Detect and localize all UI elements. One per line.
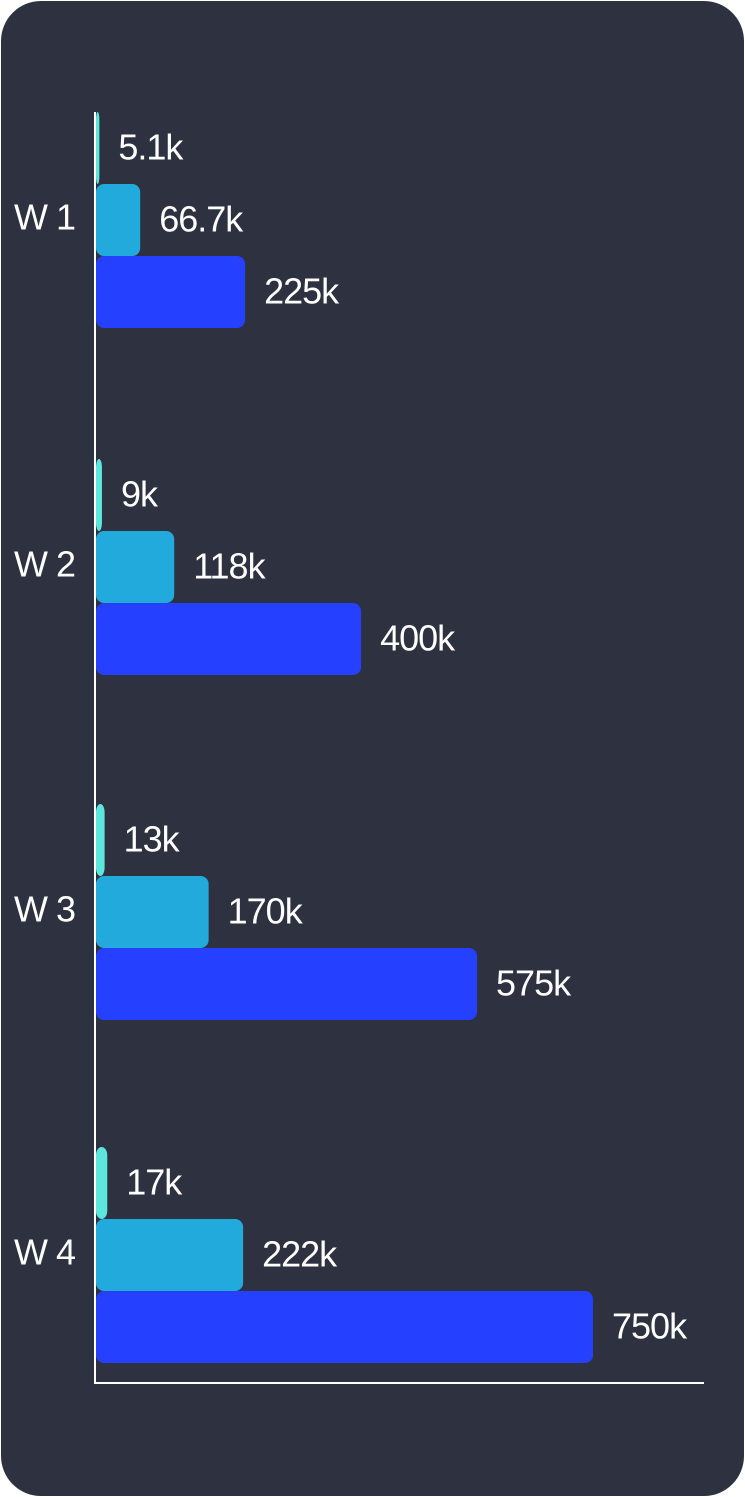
value-label: 9k	[121, 474, 159, 515]
bar	[96, 804, 105, 876]
bar	[96, 603, 362, 675]
bar	[96, 184, 141, 256]
bar	[96, 531, 175, 603]
bar	[96, 948, 478, 1020]
value-label: 222k	[262, 1234, 338, 1275]
value-label: 118k	[193, 546, 266, 587]
value-label: 5.1k	[118, 127, 184, 168]
value-label: 750k	[612, 1306, 688, 1347]
bar	[96, 1291, 593, 1363]
value-label: 170k	[228, 891, 304, 932]
value-label: 13k	[124, 819, 181, 860]
bar	[96, 459, 102, 531]
category-label: W 1	[14, 197, 75, 238]
bar	[96, 1147, 108, 1219]
value-label: 17k	[126, 1162, 183, 1203]
category-label: W 2	[14, 544, 75, 585]
value-label: 225k	[264, 271, 340, 312]
category-label: W 4	[14, 1232, 75, 1273]
bar	[96, 876, 209, 948]
value-label: 400k	[380, 618, 456, 659]
bar	[96, 1219, 244, 1291]
bar	[96, 256, 246, 328]
bar	[96, 112, 100, 184]
value-label: 575k	[496, 963, 572, 1004]
category-label: W 3	[14, 889, 75, 930]
value-label: 66.7k	[159, 199, 244, 240]
